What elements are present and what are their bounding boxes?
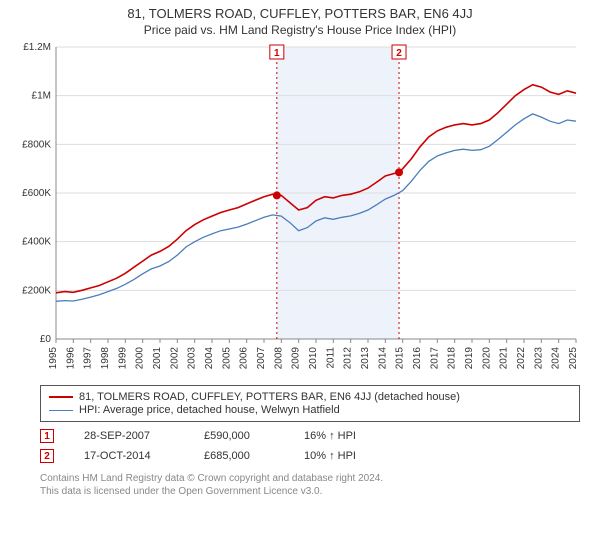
sale-delta: 16% ↑ HPI xyxy=(304,430,384,442)
footer-line: This data is licensed under the Open Gov… xyxy=(40,485,580,498)
svg-text:2010: 2010 xyxy=(308,347,319,370)
svg-text:2007: 2007 xyxy=(256,347,267,370)
sale-price: £685,000 xyxy=(204,450,274,462)
legend-label: HPI: Average price, detached house, Welw… xyxy=(79,404,340,416)
legend-item: 81, TOLMERS ROAD, CUFFLEY, POTTERS BAR, … xyxy=(49,391,571,403)
sale-point-icon xyxy=(395,168,403,176)
svg-text:1996: 1996 xyxy=(65,347,76,370)
svg-text:2021: 2021 xyxy=(499,347,510,370)
svg-text:2008: 2008 xyxy=(273,347,284,370)
svg-text:2005: 2005 xyxy=(221,347,232,370)
svg-text:2006: 2006 xyxy=(239,347,250,370)
sale-date: 17-OCT-2014 xyxy=(84,450,174,462)
svg-text:2017: 2017 xyxy=(429,347,440,370)
svg-text:£1M: £1M xyxy=(32,91,51,102)
svg-text:2: 2 xyxy=(396,48,402,59)
svg-text:2000: 2000 xyxy=(135,347,146,370)
svg-text:2020: 2020 xyxy=(481,347,492,370)
sale-price: £590,000 xyxy=(204,430,274,442)
chart-plot: £0 £200K £400K £600K £800K £1M £1.2M 1995 1996 19… xyxy=(10,39,582,379)
footer: Contains HM Land Registry data © Crown c… xyxy=(40,472,580,498)
sale-marker-icon: 2 xyxy=(40,449,54,463)
svg-text:1: 1 xyxy=(274,48,280,59)
svg-text:2025: 2025 xyxy=(568,347,579,370)
svg-text:2018: 2018 xyxy=(447,347,458,370)
svg-text:2019: 2019 xyxy=(464,347,475,370)
legend-item: HPI: Average price, detached house, Welw… xyxy=(49,404,571,416)
svg-text:2013: 2013 xyxy=(360,347,371,370)
svg-text:£400K: £400K xyxy=(22,237,51,248)
svg-text:2002: 2002 xyxy=(169,347,180,370)
chart-subtitle: Price paid vs. HM Land Registry's House … xyxy=(10,23,590,37)
svg-text:2014: 2014 xyxy=(377,347,388,370)
legend-swatch xyxy=(49,410,73,411)
svg-text:2022: 2022 xyxy=(516,347,527,370)
svg-text:2023: 2023 xyxy=(533,347,544,370)
svg-text:£0: £0 xyxy=(40,334,52,345)
sale-point-icon xyxy=(273,191,281,199)
svg-text:2016: 2016 xyxy=(412,347,423,370)
svg-text:1999: 1999 xyxy=(117,347,128,370)
sales-table: 1 28-SEP-2007 £590,000 16% ↑ HPI 2 17-OC… xyxy=(40,426,580,466)
legend-label: 81, TOLMERS ROAD, CUFFLEY, POTTERS BAR, … xyxy=(79,391,460,403)
svg-text:2003: 2003 xyxy=(187,347,198,370)
legend: 81, TOLMERS ROAD, CUFFLEY, POTTERS BAR, … xyxy=(40,385,580,422)
svg-text:2009: 2009 xyxy=(291,347,302,370)
footer-line: Contains HM Land Registry data © Crown c… xyxy=(40,472,580,485)
sale-delta: 10% ↑ HPI xyxy=(304,450,384,462)
svg-text:£800K: £800K xyxy=(22,139,51,150)
table-row: 1 28-SEP-2007 £590,000 16% ↑ HPI xyxy=(40,426,580,446)
chart-svg: £0 £200K £400K £600K £800K £1M £1.2M 1995 1996 19… xyxy=(10,39,582,379)
svg-text:1995: 1995 xyxy=(48,347,59,370)
sale-marker-icon: 1 xyxy=(40,429,54,443)
svg-text:2001: 2001 xyxy=(152,347,163,370)
sale-date: 28-SEP-2007 xyxy=(84,430,174,442)
legend-swatch xyxy=(49,396,73,398)
table-row: 2 17-OCT-2014 £685,000 10% ↑ HPI xyxy=(40,446,580,466)
svg-text:1997: 1997 xyxy=(83,347,94,370)
svg-text:2004: 2004 xyxy=(204,347,215,370)
svg-text:2015: 2015 xyxy=(395,347,406,370)
svg-text:£200K: £200K xyxy=(22,285,51,296)
svg-text:2011: 2011 xyxy=(325,347,336,369)
svg-text:2024: 2024 xyxy=(551,347,562,370)
svg-text:£600K: £600K xyxy=(22,188,51,199)
svg-text:1998: 1998 xyxy=(100,347,111,370)
svg-text:2012: 2012 xyxy=(343,347,354,370)
chart-title: 81, TOLMERS ROAD, CUFFLEY, POTTERS BAR, … xyxy=(10,6,590,21)
svg-text:£1.2M: £1.2M xyxy=(23,42,51,53)
